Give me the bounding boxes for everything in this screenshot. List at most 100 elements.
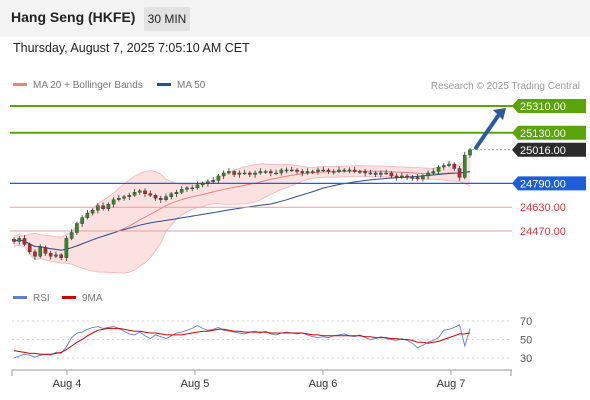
candle-body <box>106 204 111 209</box>
bollinger-lower-line <box>13 176 471 274</box>
legend-ma50: MA 50 <box>157 80 205 91</box>
candle-body <box>69 232 74 239</box>
rsi-tick-50: 50 <box>520 335 532 347</box>
timeframe-button[interactable]: 30 MIN <box>144 7 190 31</box>
x-axis: Aug 4 Aug 5 Aug 6 Aug 7 <box>11 369 512 390</box>
bollinger-band-fill <box>14 156 470 274</box>
candle-body <box>400 175 404 178</box>
candle-body <box>216 175 221 181</box>
candle-body <box>96 205 100 211</box>
candle-body <box>289 169 294 172</box>
candle-body <box>43 247 48 254</box>
candle-body <box>300 171 305 174</box>
moving-averages <box>13 170 471 251</box>
level-label-25130.00: 25130.00 <box>520 128 566 140</box>
candle-body <box>368 172 373 175</box>
candle-body <box>227 171 231 174</box>
candle-body <box>33 251 37 257</box>
legend-ma9: 9MA <box>62 293 103 304</box>
level-tag-25016.00 <box>512 142 586 157</box>
candle-body <box>232 171 236 175</box>
candle-body <box>258 171 263 174</box>
legend-ma20-label: MA 20 + Bollinger Bands <box>33 80 143 91</box>
candle-body <box>457 168 462 178</box>
ma50-line <box>13 171 471 251</box>
candle-body <box>316 169 320 172</box>
legend-rsi-swatch <box>13 295 27 299</box>
level-label-24790.00: 24790.00 <box>520 178 566 190</box>
candle-body <box>90 209 95 214</box>
candle-body <box>326 169 331 172</box>
candle-body <box>54 254 58 257</box>
candle-body <box>452 163 457 169</box>
target-arrow-shaft <box>474 114 500 150</box>
candle-body <box>17 238 22 242</box>
candle-body <box>263 171 268 173</box>
x-tick-label: Aug 5 <box>181 378 210 390</box>
level-label-25016.00: 25016.00 <box>520 145 566 157</box>
candle-body <box>426 172 430 177</box>
level-tag-25130.00 <box>512 125 586 140</box>
candle-body <box>200 183 205 186</box>
candle-body <box>269 171 273 174</box>
candle-body <box>284 169 289 172</box>
legend-rsi: RSI <box>13 293 50 304</box>
candle-body <box>431 171 436 174</box>
candle-body <box>279 169 284 174</box>
candle-body <box>447 163 451 166</box>
candle-body <box>48 253 53 257</box>
candle-body <box>132 192 137 196</box>
target-arrow <box>474 108 506 150</box>
candle-body <box>237 172 242 175</box>
level-label-25310.00: 25310.00 <box>520 101 566 113</box>
rsi-tick-70: 70 <box>520 316 532 328</box>
candle-body <box>111 199 116 205</box>
candle-body <box>363 171 367 174</box>
candle-body <box>169 193 174 197</box>
candle-body <box>410 177 415 179</box>
candle-body <box>190 187 195 190</box>
candle-body <box>415 177 420 180</box>
candle-body <box>358 171 362 173</box>
candle-body <box>221 172 226 177</box>
candle-body <box>310 171 315 173</box>
x-tick-label: Aug 4 <box>53 378 82 390</box>
candle-body <box>38 247 43 257</box>
candle-body <box>242 172 247 175</box>
legend-ma20: MA 20 + Bollinger Bands <box>13 80 143 91</box>
level-tag-25310.00 <box>512 99 586 113</box>
candle-body <box>185 187 189 190</box>
candle-body <box>101 205 105 209</box>
candle-body <box>137 190 142 193</box>
candle-body <box>331 171 336 173</box>
bollinger-band <box>13 155 471 274</box>
candle-body <box>274 172 278 175</box>
candle-body <box>373 172 378 175</box>
candle-body <box>295 169 299 172</box>
candle-body <box>80 217 84 224</box>
chart-header: Hang Seng (HKFE) 30 MIN <box>0 0 590 37</box>
candle-body <box>148 193 153 196</box>
legend-ma20-swatch <box>13 82 27 86</box>
bollinger-upper-line <box>13 155 471 238</box>
rsi-panel: 70 50 30 <box>12 316 532 365</box>
candle-body <box>342 169 347 172</box>
candle-body <box>462 154 467 178</box>
candle-body <box>468 149 472 156</box>
candle-body <box>436 166 441 172</box>
chart-datetime: Thursday, August 7, 2025 7:05:10 AM CET <box>13 41 250 55</box>
rsi-line <box>13 324 471 359</box>
x-tick-label: Aug 7 <box>437 378 466 390</box>
target-arrow-head <box>493 108 506 120</box>
candle-body <box>85 212 90 218</box>
level-label-24630.00: 24630.00 <box>520 202 566 214</box>
candle-body <box>421 175 425 180</box>
candle-body <box>441 165 446 168</box>
instrument-title: Hang Seng (HKFE) <box>11 9 136 25</box>
candle-body <box>153 195 158 199</box>
candle-body <box>384 172 388 175</box>
level-label-24470.00: 24470.00 <box>520 226 566 238</box>
candle-body <box>248 172 252 175</box>
level-labels: 25310.00 25130.00 25016.00 24790.00 24630.00… <box>512 99 586 238</box>
source-credit: Research © 2025 Trading Central <box>430 81 580 92</box>
